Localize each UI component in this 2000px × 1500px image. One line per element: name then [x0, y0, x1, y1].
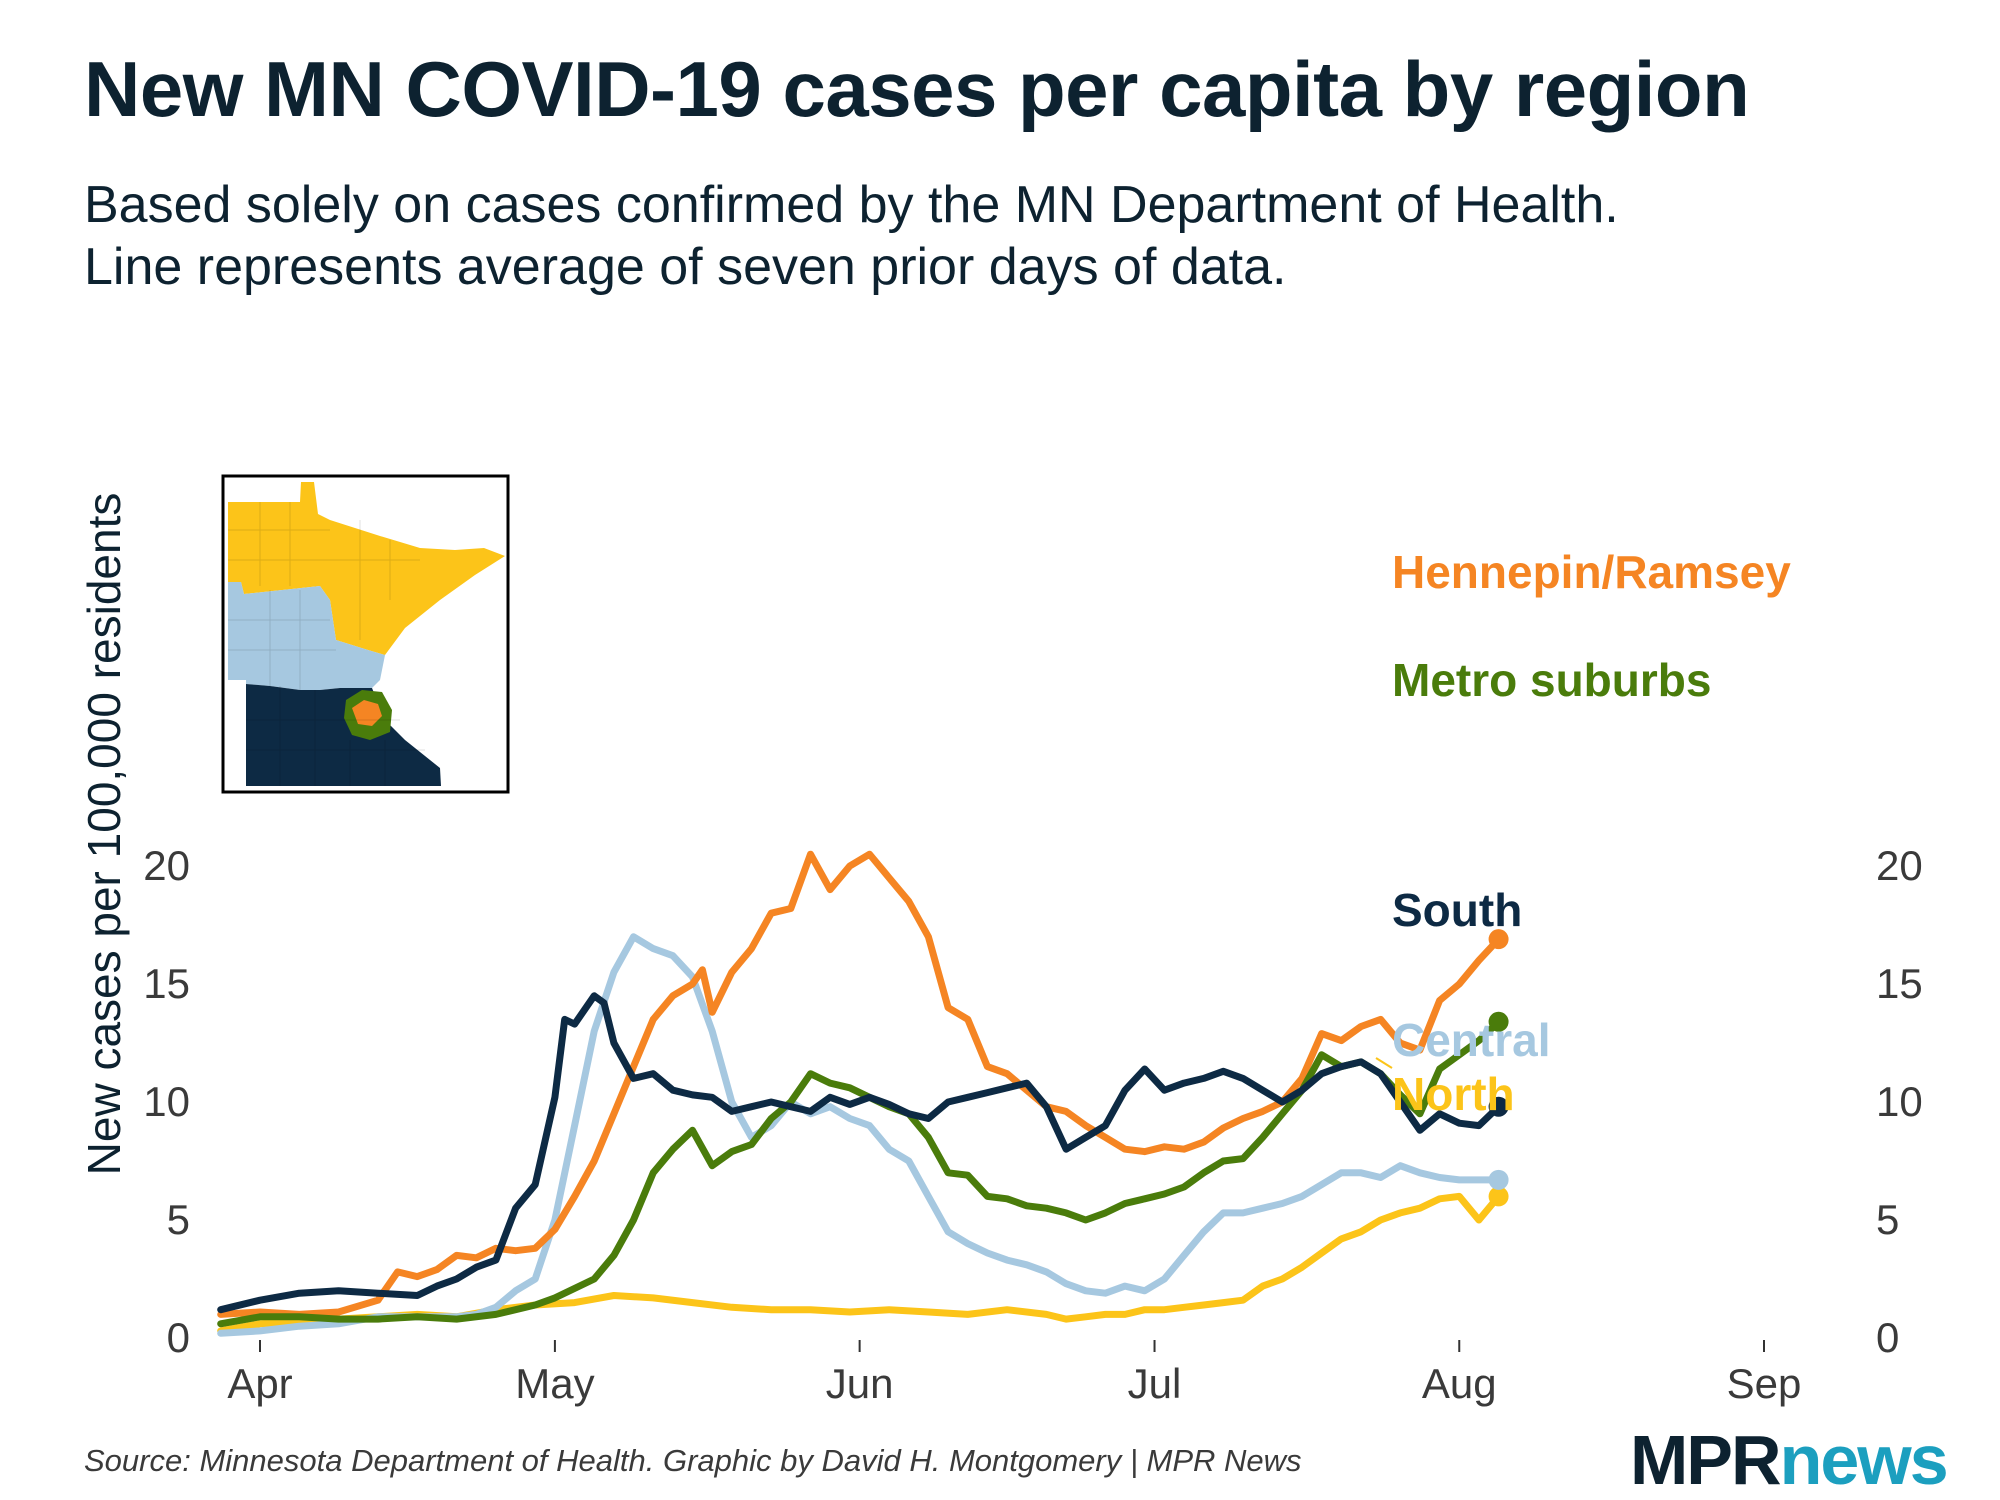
x-tick-label: Jul: [1128, 1360, 1182, 1407]
x-tick-label: May: [515, 1360, 594, 1407]
x-tick-label: Aug: [1422, 1360, 1497, 1407]
y-tick-label-right: 15: [1876, 960, 1923, 1007]
series-label-north: North: [1392, 1068, 1515, 1120]
map-region-central: [228, 582, 385, 690]
series-end-labels: Hennepin/Ramsey Metro suburbs South Central…: [1375, 546, 1791, 1120]
y-tick-label-right: 0: [1876, 1314, 1899, 1361]
y-tick-label-left: 15: [143, 960, 190, 1007]
series-line-central: [217, 933, 1503, 1337]
logo-news-text: news: [1779, 1421, 1949, 1499]
series-line-south: [217, 992, 1503, 1314]
series-label-central: Central: [1392, 1014, 1550, 1066]
y-axis-label: New cases per 100,000 residents: [78, 493, 130, 1176]
x-tick-label: Apr: [227, 1360, 292, 1407]
y-tick-label-left: 20: [143, 842, 190, 889]
y-ticks-right: 0 5 10 15 20: [1876, 842, 1923, 1361]
chart-title: New MN COVID-19 cases per capita by regi…: [84, 45, 1750, 133]
series-endpoint-south: [1488, 1096, 1509, 1117]
series-lines: [217, 850, 1503, 1337]
inset-region-map: [221, 474, 510, 794]
x-ticks: Apr May Jun Jul Aug Sep: [227, 1340, 1801, 1407]
series-line-north: [217, 1192, 1503, 1335]
logo-mpr-text: MPR: [1630, 1421, 1782, 1499]
source-note: Source: Minnesota Department of Health. …: [84, 1443, 1302, 1478]
subtitle-line-1: Based solely on cases confirmed by the M…: [84, 176, 1619, 234]
subtitle-line-2: Line represents average of seven prior d…: [84, 238, 1287, 296]
series-endpoint-metro-suburbs: [1488, 1011, 1509, 1032]
series-endpoints: [1488, 929, 1509, 1207]
y-tick-label-left: 10: [143, 1078, 190, 1125]
series-label-south: South: [1392, 884, 1522, 936]
series-endpoint-north: [1488, 1186, 1509, 1207]
y-ticks-left: 0 5 10 15 20: [143, 842, 190, 1361]
mpr-news-logo: MPRnews: [1630, 1420, 1949, 1500]
map-region-hennepin-ramsey: [352, 700, 382, 726]
y-tick-label-right: 20: [1876, 842, 1923, 889]
map-region-north: [228, 482, 505, 655]
y-tick-label-left: 5: [167, 1196, 190, 1243]
map-region-south: [246, 684, 441, 786]
x-tick-label: Sep: [1727, 1360, 1802, 1407]
series-label-hennepin-ramsey: Hennepin/Ramsey: [1392, 546, 1791, 598]
y-tick-label-right: 5: [1876, 1196, 1899, 1243]
map-county-lines: [228, 502, 425, 786]
x-tick-label: Jun: [826, 1360, 894, 1407]
y-tick-label-left: 0: [167, 1314, 190, 1361]
series-endpoint-hennepin-ramsey: [1488, 929, 1509, 950]
series-label-metro-suburbs: Metro suburbs: [1392, 654, 1711, 706]
y-axis-label-group: New cases per 100,000 residents: [78, 493, 130, 1176]
series-line-metro-suburbs: [217, 1018, 1503, 1328]
series-endpoint-central: [1488, 1169, 1509, 1190]
north-label-leader: [1375, 1057, 1393, 1069]
chart-subtitle: Based solely on cases confirmed by the M…: [84, 174, 1934, 298]
y-tick-label-right: 10: [1876, 1078, 1923, 1125]
